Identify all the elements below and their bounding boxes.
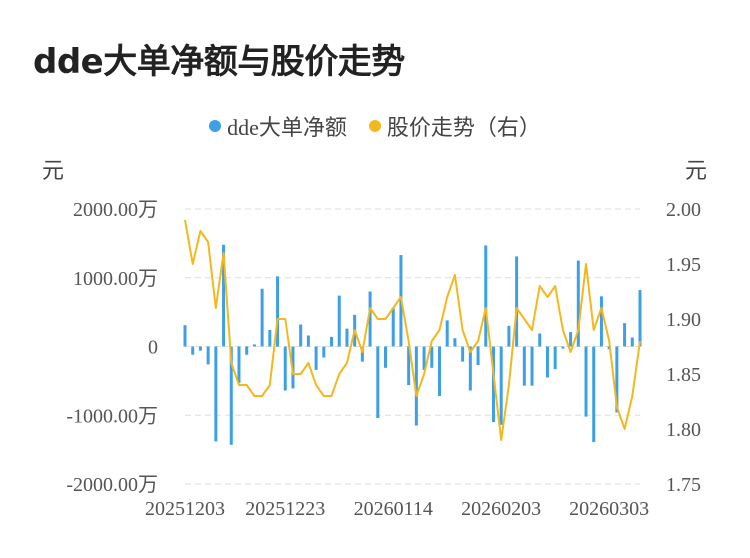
left-tick-label: 1000.00万 (73, 268, 158, 290)
left-unit-label: 元 (42, 159, 64, 184)
legend: dde大单净额 股价走势（右） (0, 110, 750, 142)
bar (422, 346, 426, 370)
left-tick-label: 2000.00万 (73, 199, 158, 221)
legend-item-line[interactable]: 股价走势（右） (368, 110, 541, 142)
bar (638, 290, 642, 347)
bar (553, 346, 557, 370)
bar (592, 346, 596, 443)
bar (183, 325, 187, 347)
bar (384, 346, 388, 368)
bar (337, 295, 341, 347)
bar (222, 244, 226, 347)
legend-line-label: 股价走势（右） (386, 115, 541, 140)
x-tick-label: 20260114 (354, 498, 433, 520)
line-series (184, 219, 641, 441)
bar (330, 336, 334, 347)
bar (453, 338, 457, 347)
bar (299, 324, 303, 347)
bar (468, 346, 472, 391)
bar (229, 346, 233, 445)
bar (484, 245, 488, 347)
bar (198, 346, 202, 351)
bar (445, 320, 449, 347)
bar (376, 346, 380, 418)
bar (623, 323, 627, 347)
right-unit-label: 元 (685, 159, 707, 184)
bar (599, 296, 603, 347)
bar (522, 346, 526, 386)
bar (538, 333, 542, 347)
bar (191, 346, 195, 355)
bar (322, 346, 326, 358)
bar (306, 335, 310, 347)
legend-line-swatch (368, 120, 381, 132)
bar (545, 346, 549, 378)
bar (360, 346, 364, 362)
bar-series (183, 244, 642, 445)
x-tick-label: 20260203 (461, 498, 541, 520)
right-tick-label: 1.95 (666, 254, 701, 276)
bar (615, 346, 619, 413)
bar (584, 346, 588, 417)
bar (268, 330, 272, 347)
right-tick-label: 2.00 (666, 199, 701, 221)
right-tick-label: 1.90 (666, 309, 701, 331)
bar (283, 346, 287, 391)
bar (430, 346, 434, 368)
bar (245, 346, 249, 355)
bar (569, 332, 573, 347)
bar (491, 346, 495, 423)
bar (345, 328, 349, 347)
legend-bar-label: dde大单净额 (227, 115, 347, 140)
bar (314, 346, 318, 370)
left-tick-label: -1000.00万 (66, 405, 158, 427)
bar (252, 344, 256, 347)
bar (276, 276, 280, 347)
bar (260, 288, 264, 347)
bar (499, 346, 503, 425)
bar (368, 291, 372, 347)
legend-bar-swatch (209, 120, 222, 132)
bar (407, 346, 411, 385)
x-tick-label: 20251203 (145, 498, 225, 520)
bar (414, 346, 418, 426)
bar (461, 346, 465, 362)
bar (214, 346, 218, 442)
left-tick-label: -2000.00万 (66, 474, 158, 496)
bar (237, 346, 241, 383)
left-tick-label: 0 (148, 337, 158, 359)
chart-title: dde大单净额与股价走势 (33, 42, 405, 82)
bar (507, 325, 511, 347)
bar (530, 346, 534, 386)
axes-labels: 元 元 2000.00万1000.00万0-1000.00万-2000.00万2… (42, 159, 707, 520)
bar (576, 260, 580, 347)
right-tick-label: 1.75 (666, 474, 701, 496)
legend-item-bar[interactable]: dde大单净额 (209, 110, 347, 142)
bar (476, 346, 480, 366)
price-line (184, 219, 641, 441)
bar (206, 346, 210, 365)
bar (437, 346, 441, 396)
right-tick-label: 1.80 (666, 419, 701, 441)
bar (391, 308, 395, 347)
bar (561, 346, 565, 349)
x-tick-label: 20251223 (245, 498, 325, 520)
bar (515, 256, 519, 347)
right-tick-label: 1.85 (666, 364, 701, 386)
bar (630, 337, 634, 347)
x-tick-label: 20260303 (569, 498, 649, 520)
